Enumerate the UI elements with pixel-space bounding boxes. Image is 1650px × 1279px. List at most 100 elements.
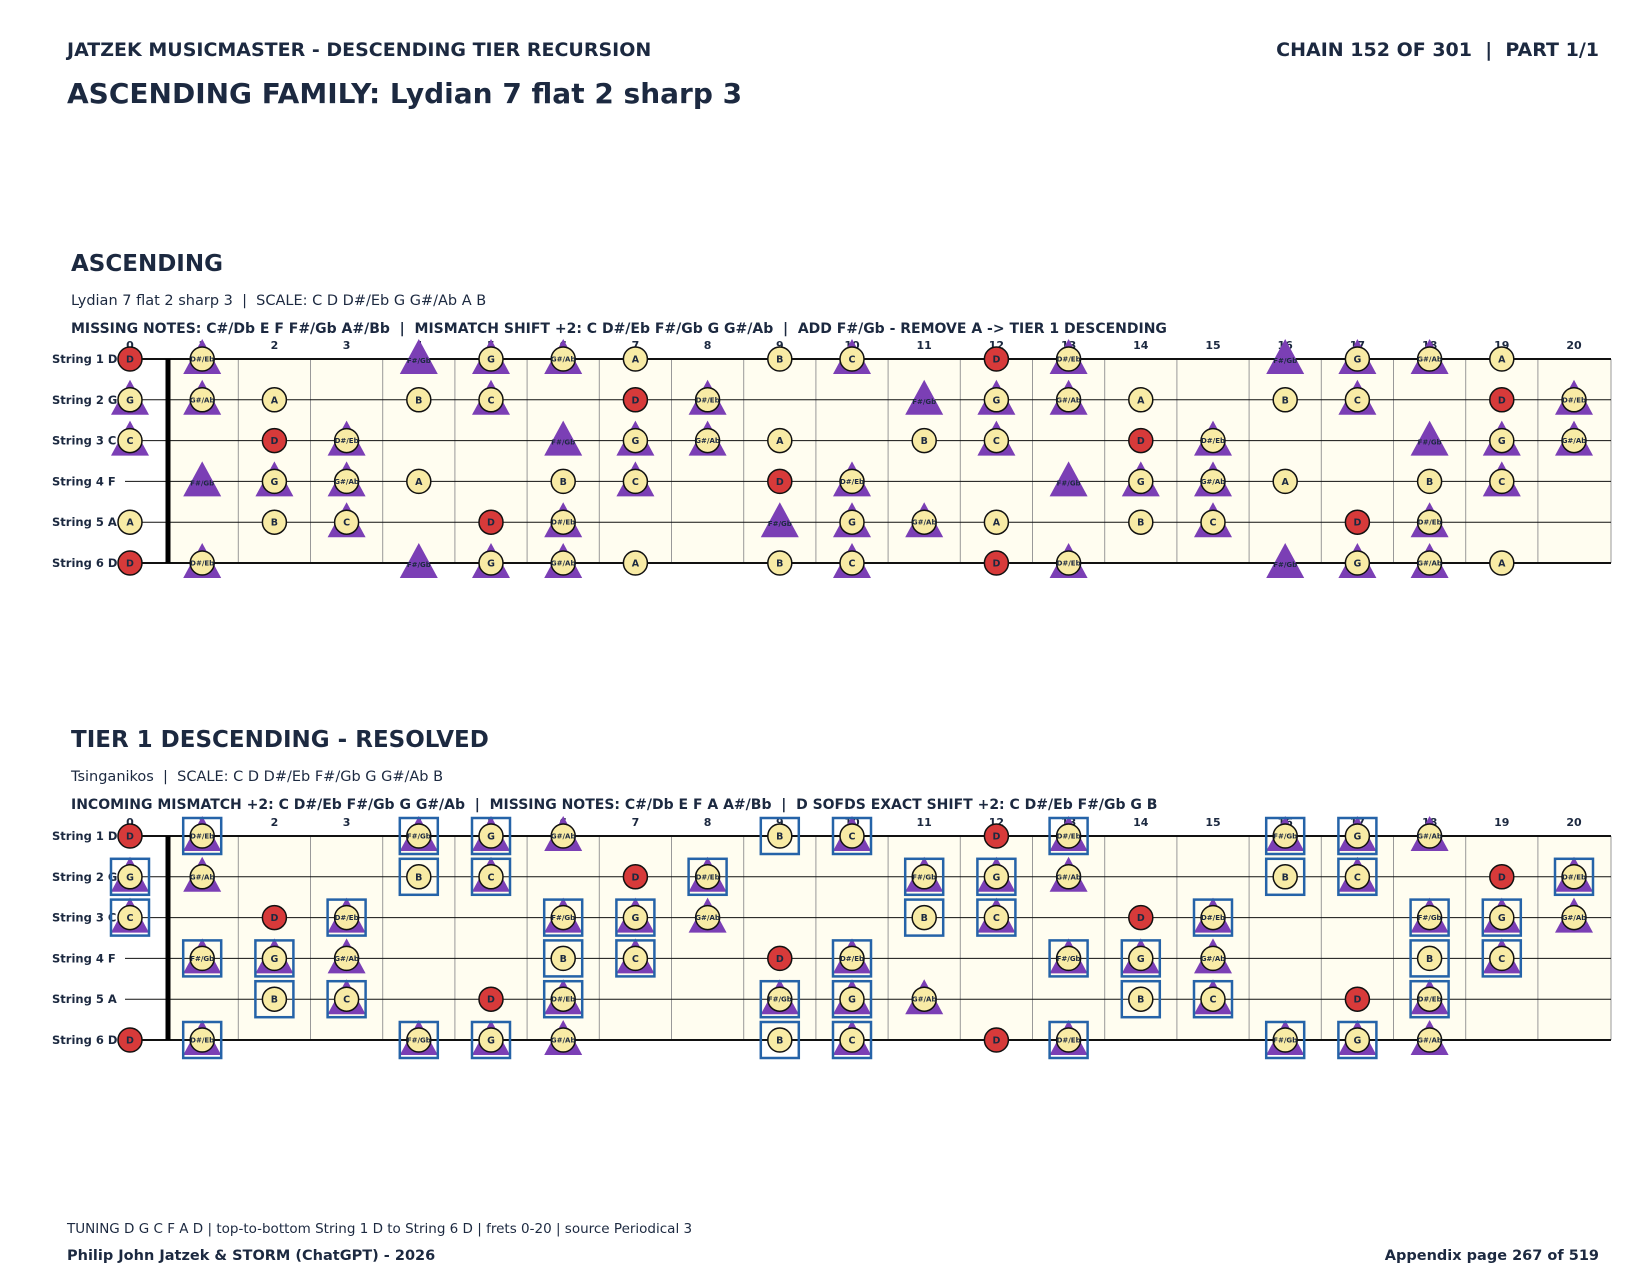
note-label: F#/Gb xyxy=(1273,357,1297,365)
shift-box xyxy=(1337,857,1378,897)
note-marker: A xyxy=(406,468,432,495)
note-marker: G xyxy=(1121,461,1160,497)
note-marker: C xyxy=(1337,856,1378,897)
note-marker: F#/Gb xyxy=(905,379,944,415)
shift-box xyxy=(1192,898,1234,937)
note-marker: D xyxy=(1128,427,1154,454)
fret-number: 9 xyxy=(776,816,784,829)
note-circle xyxy=(1128,986,1154,1012)
root-circle xyxy=(983,823,1010,849)
note-label: F#/Gb xyxy=(551,439,575,447)
note-circle xyxy=(1344,550,1371,576)
shift-box xyxy=(687,857,728,897)
note-circle xyxy=(1489,550,1515,576)
root-circle xyxy=(478,509,504,535)
note-circle xyxy=(1055,387,1082,413)
note-marker: D xyxy=(983,346,1010,372)
note-marker: D#/Eb xyxy=(1192,897,1234,937)
note-circle xyxy=(839,1027,865,1053)
shift-box xyxy=(398,857,440,897)
note-marker: C xyxy=(616,461,655,497)
note-label: A xyxy=(126,518,134,529)
shift-box xyxy=(254,939,295,978)
root-circle xyxy=(478,986,504,1012)
note-label: F#/Gb xyxy=(912,398,936,406)
note-circle xyxy=(839,468,865,495)
note-marker: G xyxy=(977,379,1016,415)
note-label: D xyxy=(776,477,784,488)
note-label: D#/Eb xyxy=(335,914,359,922)
note-circle xyxy=(406,387,432,413)
note-label: G#/Ab xyxy=(551,560,576,568)
fret-number: 11 xyxy=(917,816,932,829)
note-label: D#/Eb xyxy=(1057,356,1081,364)
note-marker: G xyxy=(472,543,510,578)
root-circle xyxy=(983,550,1010,576)
note-circle xyxy=(550,346,576,372)
note-marker: B xyxy=(254,979,295,1019)
note-marker: F#/Gb xyxy=(903,856,945,897)
note-circle xyxy=(333,509,360,535)
note-circle xyxy=(478,1027,504,1053)
note-marker: G xyxy=(831,979,873,1019)
note-circle xyxy=(261,468,288,495)
note-marker: D#/Eb xyxy=(544,502,583,538)
shift-triangle xyxy=(760,502,799,538)
note-circle xyxy=(1344,1027,1371,1053)
note-marker: D xyxy=(117,823,143,849)
note-marker: G#/Ab xyxy=(1049,379,1088,415)
note-circle xyxy=(1416,509,1443,535)
note-marker: A xyxy=(1272,468,1298,495)
root-circle xyxy=(1344,986,1371,1012)
note-label: F#/Gb xyxy=(407,561,431,569)
note-label: G xyxy=(1137,954,1145,965)
note-marker: A xyxy=(622,550,649,576)
string-label: String 4 F xyxy=(52,951,116,965)
note-label: G#/Ab xyxy=(334,955,359,963)
note-circle xyxy=(1344,864,1371,890)
note-circle xyxy=(694,427,721,454)
note-label: D xyxy=(126,1036,134,1047)
note-marker: G#/Ab xyxy=(905,502,944,538)
note-marker: G#/Ab xyxy=(327,461,366,497)
note-label: A xyxy=(1137,395,1145,406)
note-circle xyxy=(1128,387,1154,413)
note-circle xyxy=(1416,986,1443,1012)
note-marker: A xyxy=(261,387,288,413)
note-circle xyxy=(1200,945,1226,972)
note-marker: F#/Gb xyxy=(1264,816,1306,856)
shift-box xyxy=(398,1020,440,1060)
note-label: D xyxy=(992,832,1000,843)
note-circle xyxy=(1055,823,1082,849)
note-marker: C xyxy=(977,420,1016,456)
note-marker: G#/Ab xyxy=(1194,461,1232,497)
note-marker: G xyxy=(615,897,656,937)
shift-box xyxy=(976,857,1017,897)
note-marker: D#/Eb xyxy=(327,420,366,456)
note-circle xyxy=(767,1027,793,1053)
note-marker: C xyxy=(326,979,367,1019)
note-marker: F#/Gb xyxy=(1264,1020,1306,1060)
note-label: G xyxy=(992,872,1000,883)
shift-box xyxy=(1048,939,1089,978)
note-marker: G#/Ab xyxy=(1555,897,1593,933)
note-label: D#/Eb xyxy=(1418,519,1442,527)
note-circle xyxy=(694,904,721,931)
note-label: G xyxy=(487,559,495,570)
note-marker: D#/Eb xyxy=(181,816,223,856)
note-label: B xyxy=(271,995,278,1006)
note-label: F#/Gb xyxy=(912,873,936,881)
note-label: G xyxy=(848,995,856,1006)
note-label: C xyxy=(488,872,495,883)
note-marker: G#/Ab xyxy=(544,816,583,851)
section-subtitle: Lydian 7 flat 2 sharp 3 | SCALE: C D D#/… xyxy=(71,293,486,309)
note-marker: G xyxy=(111,379,149,415)
note-label: G xyxy=(1353,355,1361,366)
note-marker: C xyxy=(109,897,151,937)
note-marker: D#/Eb xyxy=(542,979,584,1019)
note-circle xyxy=(1344,346,1371,372)
string-label: String 6 D xyxy=(52,1033,117,1047)
note-circle xyxy=(694,387,721,413)
note-marker: D#/Eb xyxy=(1048,816,1089,856)
string-label: String 4 F xyxy=(52,474,116,488)
